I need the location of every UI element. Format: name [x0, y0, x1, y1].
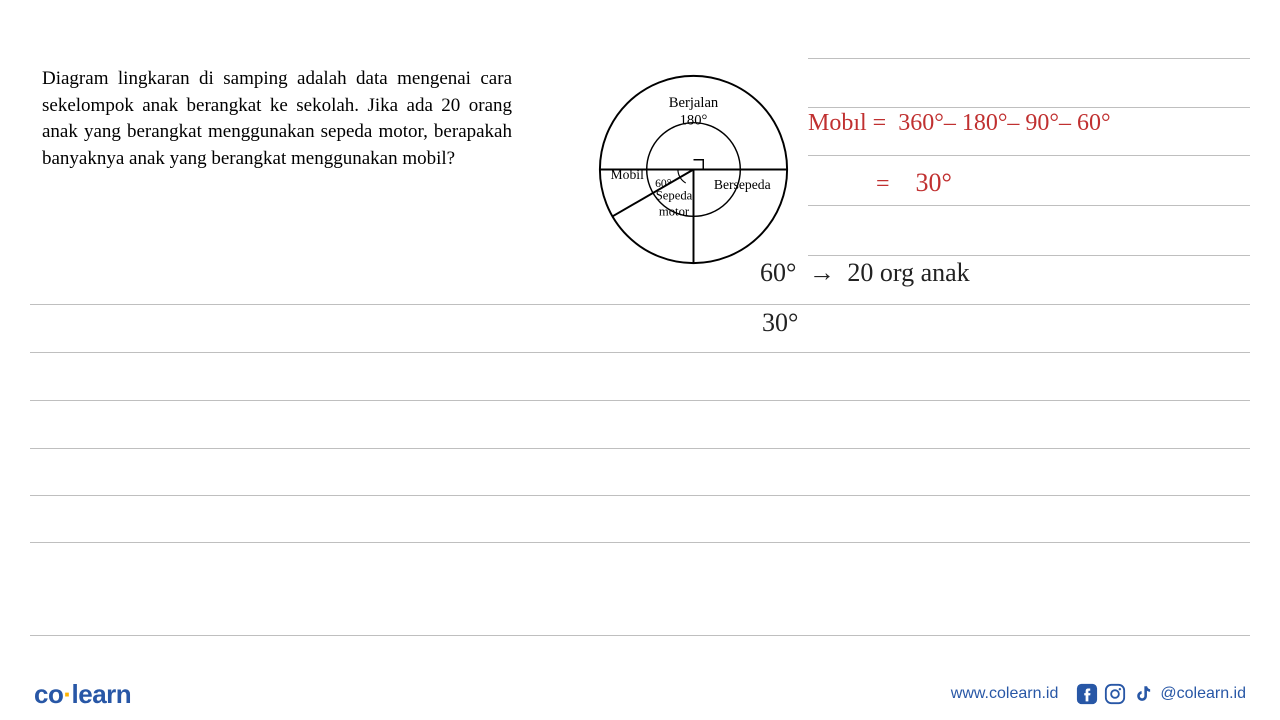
pie-chart: Berjalan 180° Bersepeda Sepeda motor 60°…: [596, 72, 791, 267]
footer-handle: @colearn.id: [1160, 685, 1246, 703]
work-line2: = 30°: [876, 168, 952, 198]
slice-angle-berjalan: 180°: [680, 113, 708, 129]
slice-label-mobil: Mobil: [611, 167, 645, 182]
tiktok-icon: [1132, 683, 1154, 705]
footer-url: www.colearn.id: [951, 685, 1059, 703]
slice-angle-60: 60°: [655, 177, 672, 190]
brand-logo: co·learn: [34, 679, 131, 710]
work-line4: 30°: [762, 308, 798, 338]
slice-label-berjalan: Berjalan: [669, 95, 719, 111]
work-line1: Mobıl = 360°– 180°– 90°– 60°: [808, 110, 1111, 137]
work-line3: 60° → 20 org anak: [760, 258, 970, 288]
facebook-icon: [1076, 683, 1098, 705]
question-text: Diagram lingkaran di samping adalah data…: [42, 66, 512, 172]
slice-label-motor: motor: [659, 204, 690, 218]
slice-label-bersepeda: Bersepeda: [714, 177, 771, 192]
footer: co·learn www.colearn.id @colearn.id: [0, 668, 1280, 720]
slice-label-sepeda: Sepeda: [656, 189, 693, 203]
instagram-icon: [1104, 683, 1126, 705]
social-icons: @colearn.id: [1076, 683, 1246, 705]
